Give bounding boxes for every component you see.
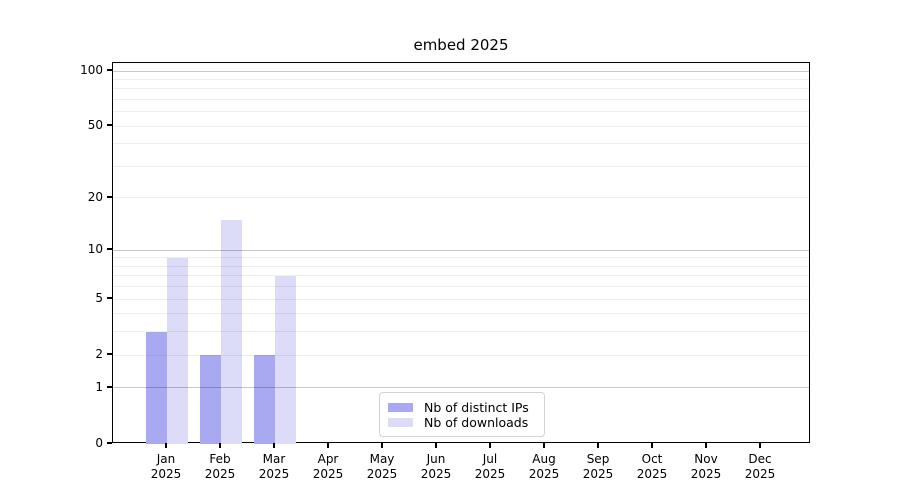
y-tick-label-100: 100 — [80, 63, 103, 77]
bar-downloads-jan — [167, 257, 188, 444]
gridline-30 — [113, 165, 809, 167]
y-tick-label-20: 20 — [87, 189, 103, 204]
x-tick-label-jun: Jun 2025 — [420, 452, 452, 481]
bar-downloads-feb — [221, 219, 242, 444]
x-tick-label-oct: Oct 2025 — [636, 452, 668, 481]
x-tick-label-jul: Jul 2025 — [474, 452, 506, 481]
x-tick-mark-sep — [597, 443, 599, 448]
gridline-2 — [113, 354, 809, 356]
legend-label-distinct-ips: Nb of distinct IPs — [424, 399, 529, 415]
x-tick-label-feb: Feb 2025 — [204, 452, 236, 481]
x-tick-label-aug: Aug 2025 — [528, 452, 560, 481]
y-tick-mark-0 — [107, 442, 112, 444]
x-tick-mark-nov — [705, 443, 707, 448]
gridline-20 — [113, 197, 809, 199]
bar-downloads-mar — [275, 275, 296, 444]
x-tick-mark-mar — [273, 443, 275, 448]
legend-swatch-downloads — [388, 417, 413, 427]
x-tick-mark-may — [381, 443, 383, 448]
x-tick-label-jan: Jan 2025 — [150, 452, 182, 481]
y-tick-label-5: 5 — [95, 291, 103, 306]
y-tick-mark-20 — [107, 196, 112, 198]
gridline-60 — [113, 111, 809, 113]
gridline-70 — [113, 98, 809, 100]
x-tick-label-apr: Apr 2025 — [312, 452, 344, 481]
x-tick-mark-jan — [165, 443, 167, 448]
x-tick-label-nov: Nov 2025 — [690, 452, 722, 481]
gridline-40 — [113, 143, 809, 145]
y-tick-label-0: 0 — [95, 436, 103, 450]
x-tick-mark-dec — [759, 443, 761, 448]
x-tick-mark-oct — [651, 443, 653, 448]
y-tick-label-10: 10 — [87, 242, 103, 257]
gridline-8 — [113, 265, 809, 267]
bar-distinct-ips-feb — [200, 355, 221, 444]
legend: Nb of distinct IPs Nb of downloads — [379, 392, 545, 437]
gridline-5 — [113, 298, 809, 300]
chart-title: embed 2025 — [413, 36, 509, 54]
x-tick-mark-aug — [543, 443, 545, 448]
gridline-100 — [113, 70, 809, 72]
gridline-90 — [113, 78, 809, 80]
gridline-9 — [113, 257, 809, 259]
legend-swatch-distinct-ips — [388, 402, 413, 412]
y-tick-mark-10 — [107, 248, 112, 250]
x-tick-label-dec: Dec 2025 — [744, 452, 776, 481]
y-tick-mark-5 — [107, 297, 112, 299]
x-tick-mark-feb — [219, 443, 221, 448]
gridline-10 — [113, 249, 809, 251]
legend-item-distinct-ips: Nb of distinct IPs — [388, 399, 535, 415]
plot-area — [112, 62, 810, 444]
x-tick-label-sep: Sep 2025 — [582, 452, 614, 481]
y-tick-label-1: 1 — [95, 379, 103, 394]
x-tick-label-may: May 2025 — [366, 452, 398, 481]
y-tick-mark-50 — [107, 124, 112, 126]
y-tick-label-2: 2 — [95, 347, 103, 362]
gridline-4 — [113, 313, 809, 315]
legend-label-downloads: Nb of downloads — [424, 414, 529, 430]
gridline-1 — [113, 387, 809, 389]
gridline-3 — [113, 331, 809, 333]
x-tick-mark-jul — [489, 443, 491, 448]
y-tick-mark-100 — [107, 69, 112, 71]
x-tick-label-mar: Mar 2025 — [258, 452, 290, 481]
gridline-80 — [113, 88, 809, 90]
y-tick-mark-2 — [107, 353, 112, 355]
x-tick-mark-apr — [327, 443, 329, 448]
x-tick-mark-jun — [435, 443, 437, 448]
bar-distinct-ips-mar — [254, 355, 275, 444]
y-tick-label-50: 50 — [87, 118, 103, 133]
legend-item-downloads: Nb of downloads — [388, 414, 535, 430]
gridline-7 — [113, 275, 809, 277]
gridline-6 — [113, 286, 809, 288]
y-tick-mark-1 — [107, 386, 112, 388]
gridline-50 — [113, 125, 809, 127]
bar-distinct-ips-jan — [146, 331, 167, 444]
